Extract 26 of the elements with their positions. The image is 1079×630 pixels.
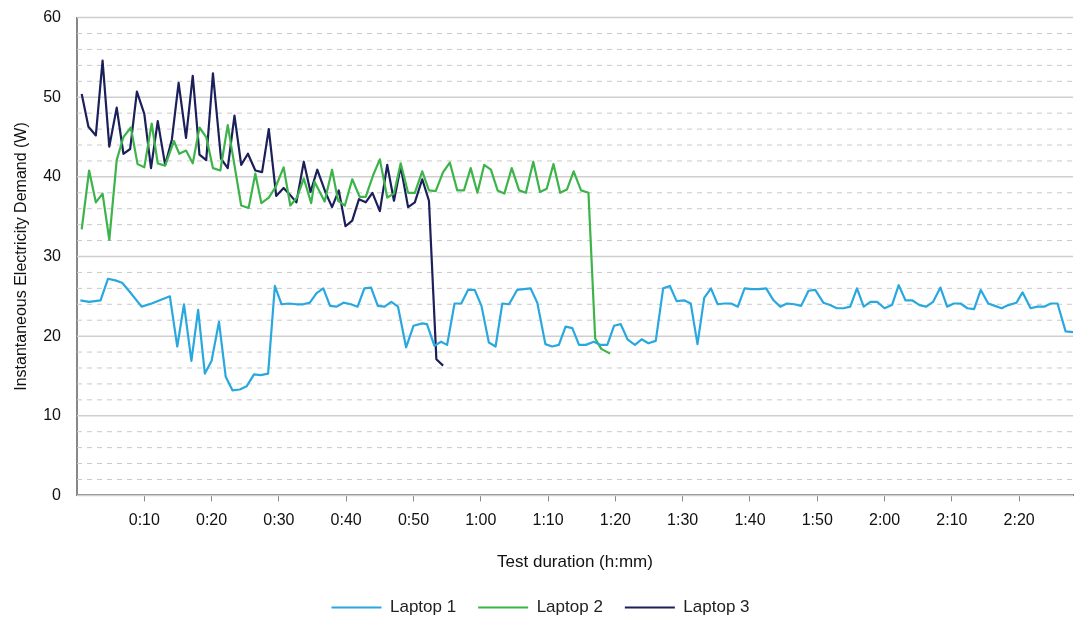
- x-tick-label: 0:50: [397, 511, 430, 529]
- x-tick-label: 0:20: [196, 511, 228, 529]
- x-tick-label: 1:30: [667, 511, 699, 529]
- y-tick-label: 20: [43, 326, 62, 344]
- legend-label: Laptop 2: [536, 597, 603, 617]
- y-axis-title: Instantaneous Electricity Demand (W): [12, 122, 30, 391]
- x-tick-label: 2:10: [936, 511, 968, 529]
- y-tick-label: 30: [43, 246, 62, 264]
- x-tick-label: 1:00: [465, 511, 497, 529]
- x-axis-title: Test duration (h:mm): [497, 552, 653, 572]
- x-tick-label: 1:10: [532, 511, 564, 529]
- x-tick-label: 1:20: [599, 511, 632, 529]
- legend-label: Laptop 1: [389, 597, 457, 617]
- y-tick-label: 60: [43, 8, 62, 26]
- y-tick-label: 0: [52, 485, 62, 503]
- x-tick-label: 2:00: [869, 511, 901, 529]
- y-tick-label: 50: [43, 87, 62, 105]
- x-tick-label: 1:50: [801, 511, 833, 529]
- x-tick-label: 0:10: [128, 511, 160, 529]
- legend-label: Laptop 3: [683, 597, 750, 617]
- x-tick-label: 1:40: [734, 511, 766, 529]
- y-tick-label: 40: [43, 167, 62, 185]
- x-tick-label: 0:40: [330, 511, 362, 529]
- x-tick-label: 0:30: [263, 511, 295, 529]
- x-tick-label: 2:20: [1003, 511, 1035, 529]
- y-tick-label: 10: [43, 406, 62, 424]
